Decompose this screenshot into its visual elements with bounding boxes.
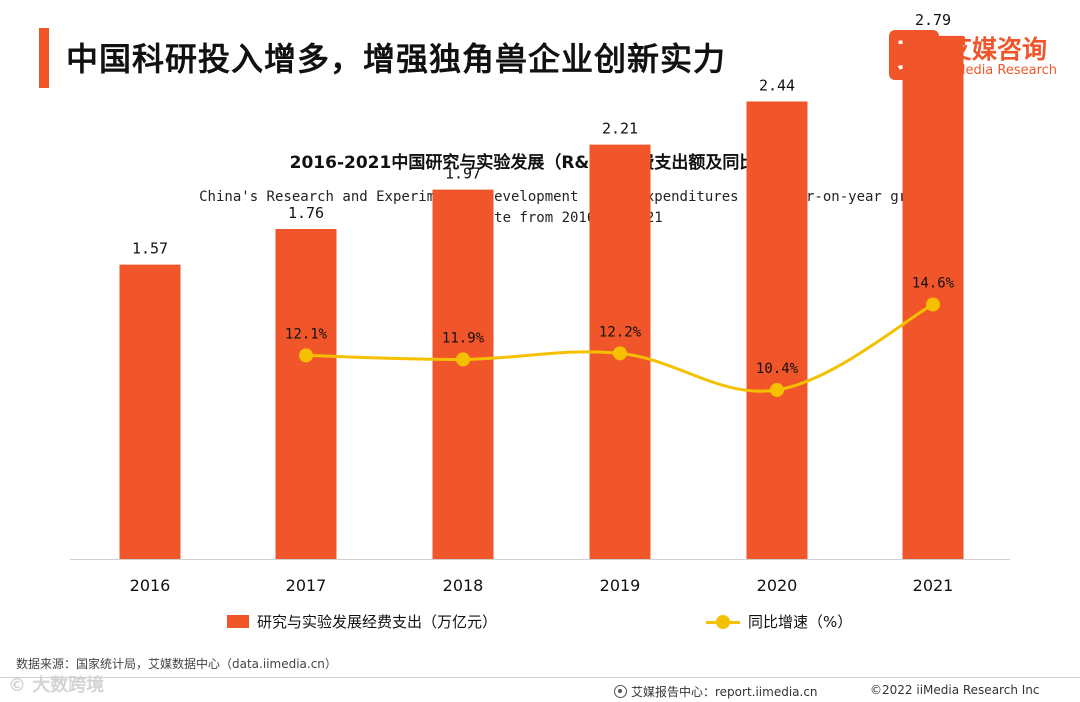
legend-bar-swatch <box>227 615 249 628</box>
chart-title: 2016-2021中国研究与实验发展（R&D）经费支出额及同比增速 <box>289 153 791 173</box>
bar-label-2021: 2.79 <box>915 11 951 29</box>
growth-label-2019: 12.2% <box>599 324 642 340</box>
bar-label-2019: 2.21 <box>602 120 638 138</box>
title-accent-bar <box>39 28 49 88</box>
growth-point-2017 <box>299 348 313 363</box>
legend-bar-entry: 研究与实验发展经费支出（万亿元） <box>227 611 497 632</box>
x-tick-2021: 2021 <box>913 576 954 595</box>
growth-label-2021: 14.6% <box>912 275 955 291</box>
bar-label-2017: 1.76 <box>288 204 324 222</box>
page-title: 中国科研投入增多，增强独角兽企业创新实力 <box>66 40 727 78</box>
bar-label-2016: 1.57 <box>132 240 168 258</box>
legend-bar-label: 研究与实验发展经费支出（万亿元） <box>257 613 498 631</box>
footer-copyright: ©2022 iiMedia Research Inc <box>870 683 1040 697</box>
x-tick-2016: 2016 <box>130 576 171 595</box>
data-source: 数据来源：国家统计局，艾媒数据中心（data.iimedia.cn） <box>16 657 337 671</box>
x-tick-2017: 2017 <box>286 576 327 595</box>
bar-label-2018: 1.97 <box>445 165 481 183</box>
growth-point-2019 <box>613 346 627 361</box>
growth-point-2021 <box>926 297 940 312</box>
growth-point-2020 <box>770 382 784 397</box>
bar-label-2020: 2.44 <box>759 77 795 95</box>
bar-2017 <box>275 229 337 559</box>
legend-line-swatch <box>706 615 740 629</box>
x-tick-2019: 2019 <box>600 576 641 595</box>
report-center-icon <box>614 685 627 698</box>
footer-report-text: 艾媒报告中心：report.iimedia.cn <box>631 685 818 699</box>
growth-label-2018: 11.9% <box>442 330 485 346</box>
growth-label-2017: 12.1% <box>285 326 328 342</box>
bar-2021 <box>902 35 964 559</box>
x-tick-2020: 2020 <box>757 576 798 595</box>
legend-line-entry: 同比增速（%） <box>706 611 852 632</box>
bar-2016 <box>119 264 181 559</box>
watermark: © 大数跨境 <box>8 675 105 696</box>
bar-2020 <box>746 101 808 559</box>
logo-name-cn: 艾媒咨询 <box>947 35 1048 64</box>
growth-point-2018 <box>456 352 470 367</box>
growth-label-2020: 10.4% <box>756 361 799 377</box>
x-tick-2018: 2018 <box>443 576 484 595</box>
logo-name-en: iiMedia Research <box>947 63 1058 78</box>
bar-2018 <box>432 189 494 559</box>
footer-report-link[interactable]: 艾媒报告中心：report.iimedia.cn <box>614 683 818 700</box>
legend-line-label: 同比增速（%） <box>748 613 853 631</box>
footer-divider <box>0 677 1080 678</box>
